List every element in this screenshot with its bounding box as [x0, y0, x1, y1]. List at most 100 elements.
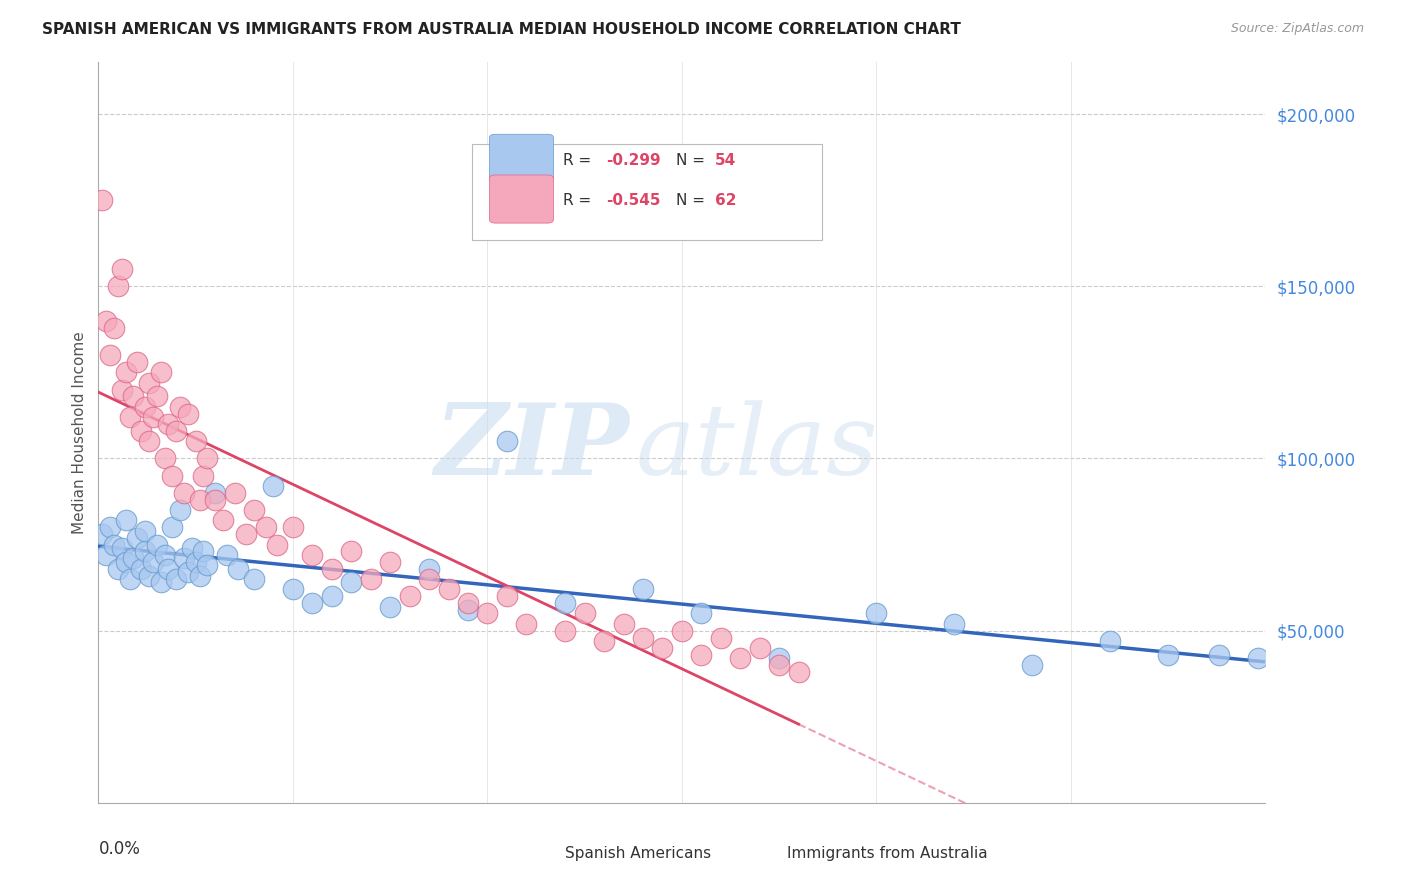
Point	[134, 544, 156, 558]
Point	[96, 548, 118, 562]
Point	[138, 376, 160, 390]
Point	[690, 607, 713, 621]
Point	[146, 389, 169, 403]
Point	[184, 555, 207, 569]
Point	[380, 555, 402, 569]
Point	[496, 434, 519, 449]
Point	[165, 572, 187, 586]
FancyBboxPatch shape	[489, 135, 554, 182]
Point	[671, 624, 693, 638]
Point	[177, 565, 200, 579]
Point	[122, 389, 145, 403]
Text: atlas: atlas	[636, 400, 877, 495]
Point	[129, 561, 152, 575]
Point	[134, 400, 156, 414]
Point	[496, 589, 519, 603]
Point	[768, 658, 790, 673]
Point	[98, 348, 121, 362]
Point	[768, 651, 790, 665]
Point	[149, 575, 172, 590]
Point	[1157, 648, 1180, 662]
Point	[142, 555, 165, 569]
Point	[103, 537, 125, 551]
Point	[215, 548, 238, 562]
Point	[138, 434, 160, 449]
Point	[321, 589, 343, 603]
Y-axis label: Median Household Income: Median Household Income	[72, 331, 87, 534]
Point	[118, 572, 141, 586]
Point	[107, 279, 129, 293]
Text: N =: N =	[676, 153, 710, 168]
FancyBboxPatch shape	[501, 832, 560, 873]
Point	[118, 410, 141, 425]
Point	[340, 544, 363, 558]
Point	[111, 383, 134, 397]
Text: ZIP: ZIP	[434, 400, 630, 496]
Point	[418, 561, 440, 575]
Text: N =: N =	[676, 193, 710, 208]
Point	[165, 424, 187, 438]
Point	[631, 582, 654, 597]
Point	[96, 314, 118, 328]
Point	[224, 486, 246, 500]
Point	[865, 607, 887, 621]
Point	[1021, 658, 1043, 673]
Point	[103, 320, 125, 334]
Point	[212, 513, 235, 527]
Point	[127, 355, 149, 369]
Point	[254, 520, 277, 534]
Text: 0.0%: 0.0%	[98, 840, 141, 858]
Point	[107, 561, 129, 575]
Point	[180, 541, 202, 555]
Point	[437, 582, 460, 597]
Point	[122, 551, 145, 566]
Text: Immigrants from Australia: Immigrants from Australia	[787, 846, 987, 861]
Point	[554, 624, 576, 638]
Point	[262, 479, 284, 493]
Point	[1246, 651, 1268, 665]
Point	[690, 648, 713, 662]
FancyBboxPatch shape	[489, 175, 554, 223]
Point	[243, 503, 266, 517]
Point	[129, 424, 152, 438]
Point	[157, 417, 180, 431]
Point	[360, 572, 382, 586]
Point	[228, 561, 250, 575]
Point	[321, 561, 343, 575]
Text: 54: 54	[714, 153, 735, 168]
Point	[195, 558, 218, 573]
Point	[593, 634, 616, 648]
Text: R =: R =	[562, 193, 596, 208]
Point	[157, 561, 180, 575]
Text: SPANISH AMERICAN VS IMMIGRANTS FROM AUSTRALIA MEDIAN HOUSEHOLD INCOME CORRELATIO: SPANISH AMERICAN VS IMMIGRANTS FROM AUST…	[42, 22, 962, 37]
Point	[235, 527, 257, 541]
Point	[554, 596, 576, 610]
Point	[574, 607, 596, 621]
Point	[787, 665, 810, 679]
Point	[266, 537, 288, 551]
Point	[177, 407, 200, 421]
Point	[188, 492, 211, 507]
Point	[111, 262, 134, 277]
Point	[153, 548, 176, 562]
Point	[281, 520, 304, 534]
Point	[515, 616, 537, 631]
FancyBboxPatch shape	[472, 144, 823, 240]
Text: 62: 62	[714, 193, 737, 208]
Point	[613, 616, 636, 631]
Point	[398, 589, 420, 603]
Point	[710, 631, 733, 645]
Point	[651, 640, 673, 655]
Text: -0.545: -0.545	[606, 193, 661, 208]
Point	[184, 434, 207, 449]
Point	[114, 555, 136, 569]
Point	[477, 607, 499, 621]
Point	[169, 400, 191, 414]
Point	[153, 451, 176, 466]
Point	[457, 596, 479, 610]
Point	[111, 541, 134, 555]
Point	[169, 503, 191, 517]
Point	[380, 599, 402, 614]
Point	[114, 513, 136, 527]
Point	[134, 524, 156, 538]
